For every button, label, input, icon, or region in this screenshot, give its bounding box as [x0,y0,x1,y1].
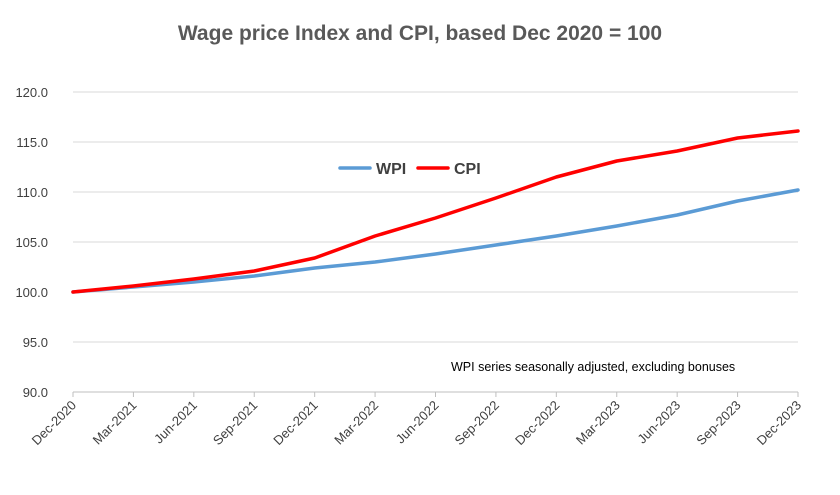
series-line-cpi [71,129,800,294]
y-tick-label: 110.0 [16,185,48,200]
x-tick-label: Dec-2021 [270,398,320,448]
y-tick-label: 100.0 [15,285,48,300]
x-tick-label: Mar-2021 [90,398,140,448]
x-tick-label: Jun-2021 [151,398,200,447]
y-tick-label: 95.0 [23,335,48,350]
x-tick-label: Dec-2020 [29,398,79,448]
y-tick-label: 105.0 [15,235,48,250]
axes [72,391,799,397]
x-tick-label: Dec-2022 [512,398,562,448]
x-tick-label: Dec-2023 [754,398,804,448]
chart-title: Wage price Index and CPI, based Dec 2020… [177,22,663,45]
series-lines [71,129,800,294]
chart-annotation: WPI series seasonally adjusted, excludin… [451,360,735,374]
legend-label-cpi: CPI [454,161,481,178]
legend: WPI CPI [338,161,481,178]
x-tick-label: Jun-2023 [634,398,683,447]
x-tick-label: Mar-2022 [331,398,381,448]
x-tick-label: Sep-2022 [452,398,502,448]
x-tick-label: Sep-2021 [210,398,260,448]
gridlines [73,91,798,343]
y-tick-label: 90.0 [23,385,48,400]
x-tick-label: Mar-2023 [573,398,623,448]
series-line-wpi [71,188,800,294]
x-tick-label: Sep-2023 [693,398,743,448]
legend-label-wpi: WPI [376,161,406,178]
x-tick-label: Jun-2022 [393,398,442,447]
y-tick-label: 115.0 [16,135,48,150]
y-tick-label: 120.0 [15,85,48,100]
